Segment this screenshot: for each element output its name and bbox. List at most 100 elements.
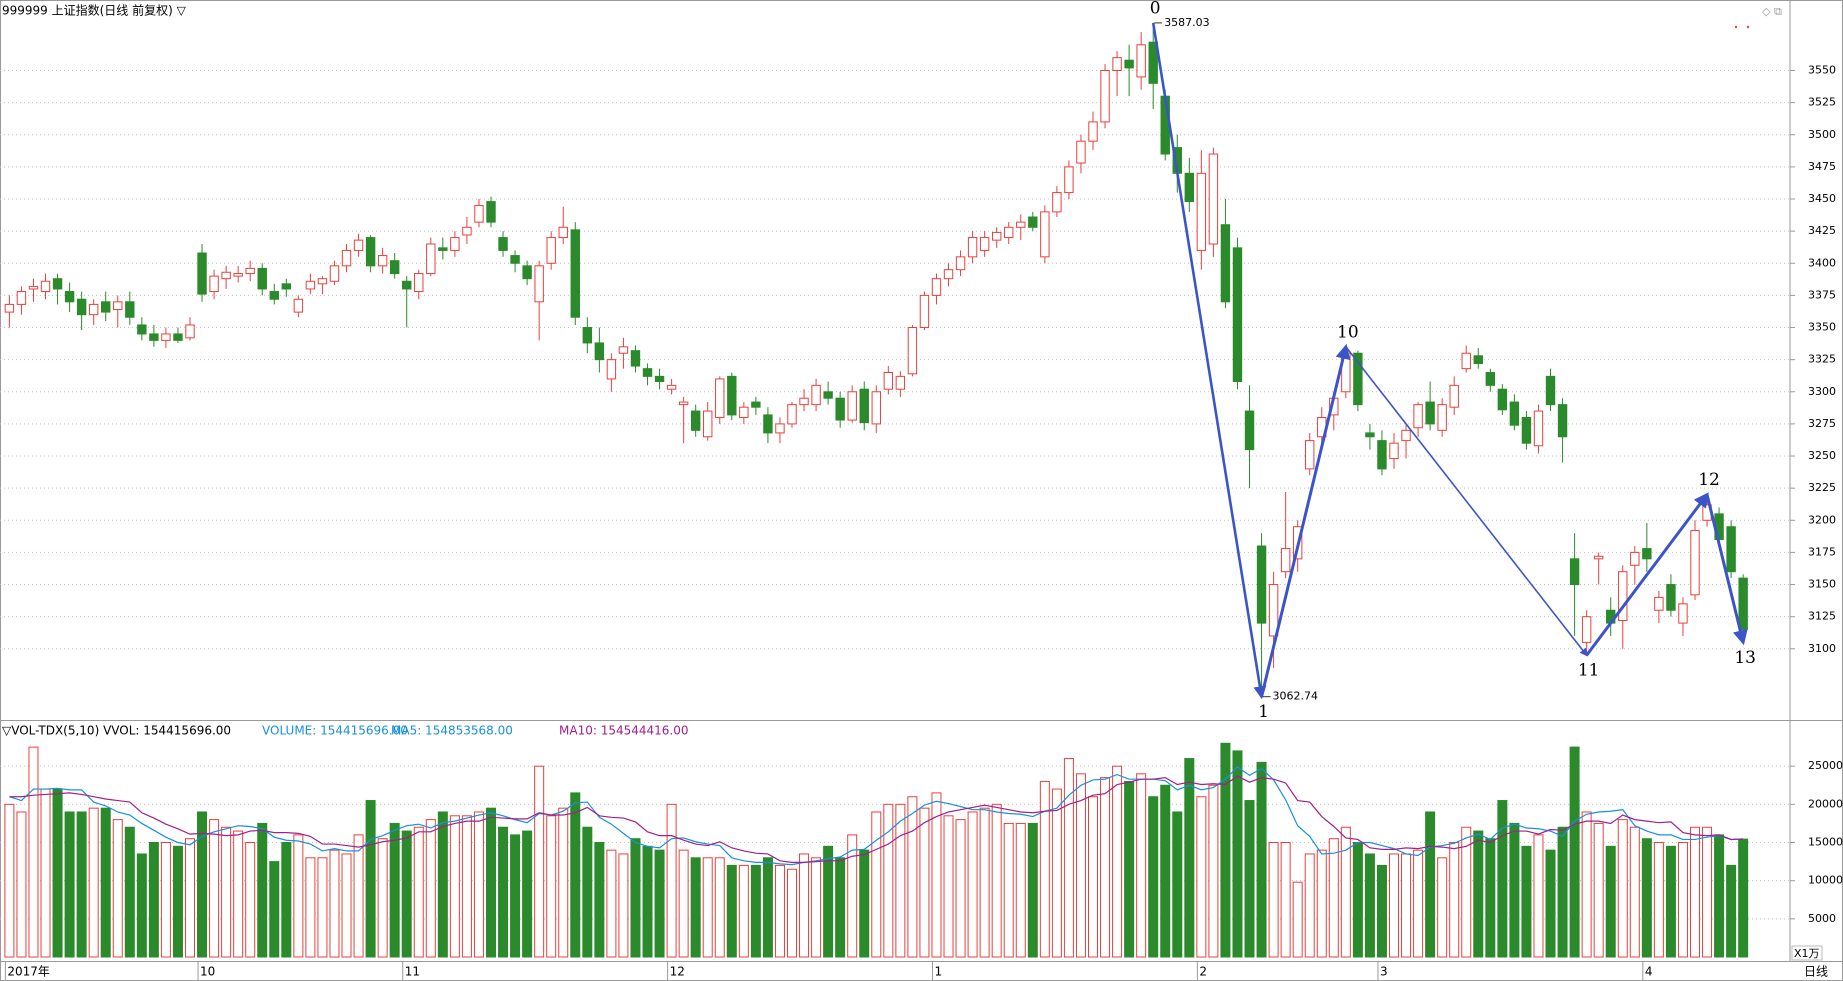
- volume-bar: [209, 819, 220, 958]
- volume-bar: [197, 811, 208, 958]
- volume-bar: [1665, 845, 1676, 958]
- candle-body: [1100, 69, 1110, 123]
- volume-bar: [1653, 842, 1664, 958]
- candle-body: [1280, 548, 1291, 573]
- wave-label: 10: [1337, 322, 1359, 342]
- y-tick-label: 20000: [1808, 797, 1843, 810]
- y-tick-label: 10000: [1808, 874, 1843, 887]
- candle-body: [991, 231, 1002, 241]
- candle-body: [498, 237, 508, 251]
- volume-bar: [1364, 853, 1375, 958]
- candle-body: [955, 256, 966, 271]
- volume-bar: [1063, 758, 1074, 958]
- volume-bar: [1003, 822, 1014, 958]
- volume-bar: [1196, 796, 1207, 958]
- volume-bar: [678, 849, 689, 958]
- candle-body: [1052, 192, 1062, 213]
- volume-bar: [811, 857, 822, 958]
- y-tick-label: 25000: [1808, 759, 1843, 772]
- x-tick-label: 2017年: [7, 965, 50, 979]
- candle-body: [1148, 41, 1158, 84]
- volume-bar: [642, 845, 653, 958]
- volume-bar: [1629, 826, 1640, 958]
- volume-bar: [221, 826, 232, 958]
- volume-bar: [1100, 777, 1111, 958]
- x-tick-label: 4: [1645, 965, 1653, 979]
- candle-body: [847, 391, 857, 421]
- volume-bar: [702, 857, 713, 958]
- candle-body: [149, 333, 159, 341]
- volume-bar: [847, 834, 858, 958]
- candle-body: [1690, 530, 1700, 596]
- volume-bar: [799, 853, 810, 958]
- period-label[interactable]: 日线: [1804, 965, 1828, 979]
- candle-body: [52, 278, 63, 290]
- volume-bar: [317, 857, 328, 958]
- volume-bar: [112, 819, 123, 958]
- volume-bar: [148, 842, 159, 958]
- candle-body: [1630, 551, 1640, 566]
- candle-body: [1365, 432, 1375, 438]
- candle-body: [137, 324, 147, 335]
- volume-bar: [1184, 758, 1195, 958]
- candle-body: [173, 333, 183, 341]
- volume-bar: [1039, 780, 1050, 958]
- volume-bar: [52, 788, 63, 958]
- volume-bar: [329, 849, 340, 958]
- candle-body: [353, 239, 364, 251]
- candle-body: [871, 391, 881, 425]
- x-tick-label: 2: [1199, 965, 1207, 979]
- volume-bar: [1208, 784, 1219, 958]
- y-tick-label: 3375: [1808, 288, 1836, 301]
- candle-body: [642, 368, 653, 377]
- y-tick-label: 3475: [1808, 160, 1836, 173]
- candle-body: [233, 273, 243, 277]
- volume-bar: [570, 792, 581, 958]
- y-tick-label: 3325: [1808, 353, 1836, 366]
- candle-body: [606, 359, 617, 380]
- wave-line: [1705, 494, 1748, 646]
- candle-body: [389, 260, 400, 275]
- candle-body: [1305, 440, 1315, 470]
- candle-body: [1545, 375, 1556, 406]
- y-tick-label: 3400: [1808, 256, 1836, 269]
- candle-body: [522, 265, 532, 280]
- volume-bar: [425, 819, 436, 958]
- volume-bar: [991, 803, 1002, 958]
- volume-bar: [1015, 822, 1026, 958]
- volume-bar: [449, 815, 460, 958]
- volume-bar: [1473, 830, 1484, 958]
- volume-bar: [257, 822, 268, 958]
- candle-body: [666, 384, 677, 390]
- y-tick-label: 3300: [1808, 385, 1836, 398]
- volume-bar: [4, 803, 15, 958]
- volume-bar: [437, 811, 448, 958]
- candle-body: [1666, 584, 1676, 611]
- wave-label: 1: [1258, 702, 1269, 722]
- candle-body: [341, 249, 352, 267]
- volume-bar: [895, 803, 906, 958]
- volume-bar: [377, 838, 388, 958]
- volume-bar: [726, 864, 737, 958]
- y-tick-label: 15000: [1808, 836, 1843, 849]
- volume-bar: [1521, 845, 1532, 958]
- volume-bar: [1148, 796, 1159, 958]
- candle-body: [1220, 224, 1231, 303]
- candle-body: [751, 401, 761, 408]
- window-icons[interactable]: ◇ ⧉: [1762, 5, 1782, 18]
- volume-bar: [654, 849, 665, 958]
- volume-bar: [1340, 826, 1351, 958]
- candle-body: [245, 267, 255, 275]
- volume-bar: [1726, 864, 1737, 958]
- candle-body: [281, 283, 292, 290]
- legend-entry: VOLUME: 154415696.00: [262, 724, 408, 738]
- volume-bar: [1605, 845, 1616, 958]
- volume-bar: [967, 811, 978, 958]
- candle-body: [1268, 584, 1279, 637]
- volume-bar: [534, 765, 545, 958]
- legend-entry: MA5: 154853568.00: [391, 724, 513, 738]
- volume-bar: [510, 834, 521, 958]
- candle-body: [1040, 211, 1050, 258]
- volume-bar: [341, 853, 352, 958]
- y-tick-label: 3225: [1808, 481, 1836, 494]
